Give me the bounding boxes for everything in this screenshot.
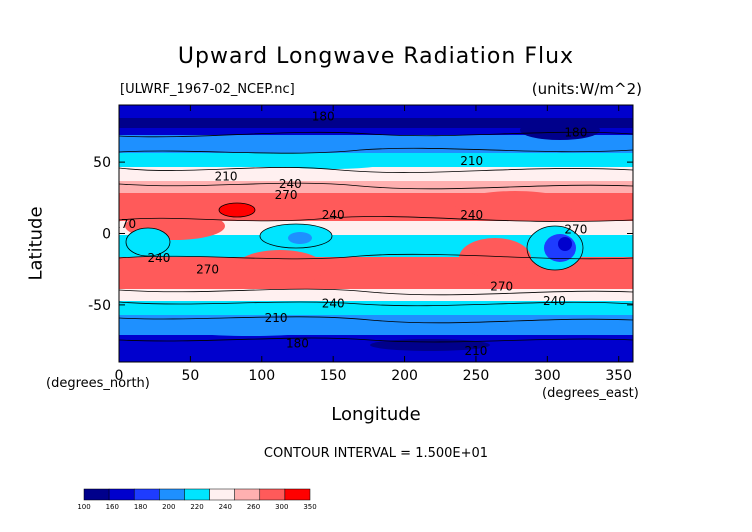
contour-line <box>119 147 633 154</box>
colorbar-label: 160 <box>106 503 119 511</box>
colorbar-segment <box>234 488 261 501</box>
file-label: [ULWRF_1967-02_NCEP.nc] <box>120 82 295 97</box>
feature-cyan-north-mid <box>270 155 390 169</box>
contour-label: 180 <box>286 337 309 351</box>
colorbar-label: 180 <box>134 503 147 511</box>
feature-dark-amazon <box>558 237 572 251</box>
contour-label: 270 <box>564 223 587 237</box>
contour-line <box>119 301 633 307</box>
colorbar-segment <box>108 488 135 501</box>
contour-interval: CONTOUR INTERVAL = 1.500E+01 <box>263 446 489 461</box>
y-tick-label: -50 <box>88 298 111 314</box>
contour-line <box>259 223 333 249</box>
contour-label: 270 <box>490 280 513 294</box>
contour-line <box>119 182 633 190</box>
feature-blue-indonesia <box>288 232 312 244</box>
colorbar-label: 200 <box>162 503 175 511</box>
colorbar-segment <box>284 488 311 501</box>
contour-label: 240 <box>322 208 345 222</box>
colorbar-segment <box>209 488 235 501</box>
colorbar-label: 100 <box>77 503 90 511</box>
contour-label: 210 <box>464 344 487 358</box>
contour-label: 210 <box>460 154 483 168</box>
contour-line <box>119 253 633 260</box>
x-tick-label: 350 <box>605 368 632 384</box>
x-tick-label: 200 <box>391 368 418 384</box>
colorbar-segment <box>259 488 286 501</box>
x-tick-label: 100 <box>248 368 275 384</box>
contour-label: 270 <box>275 188 298 202</box>
units-label: (units:W/m^2) <box>531 80 642 98</box>
feature-red-east-south <box>459 238 531 278</box>
band-mid-north <box>119 135 633 153</box>
band-polar-north-dark <box>119 118 633 128</box>
colorbar-segment <box>184 488 210 501</box>
x-axis-label: Longitude <box>331 404 421 425</box>
x-tick-label: 50 <box>181 368 199 384</box>
colorbar-label: 300 <box>275 503 288 511</box>
contour-label: 240 <box>543 294 566 308</box>
contour-label: 180 <box>564 125 587 139</box>
contour-labels: 1801802102102402702402702402702402702702… <box>113 110 587 358</box>
contour-line <box>119 167 633 173</box>
colorbar-label: 220 <box>190 503 203 511</box>
contour-label: 270 <box>196 262 219 276</box>
band-equator <box>119 221 633 235</box>
colorbar: 100 160 180 200 220 240 260 300 350 <box>77 488 317 511</box>
colorbar-segment <box>159 488 185 501</box>
contour-label: 240 <box>279 177 302 191</box>
contour-line <box>125 227 171 257</box>
feature-red-australia <box>235 250 325 286</box>
contour-label: 210 <box>215 170 238 184</box>
y-tick-label: 0 <box>102 227 111 243</box>
contour-label: 270 <box>113 217 136 231</box>
x-tick-label: 300 <box>534 368 561 384</box>
contour-label: 210 <box>265 311 288 325</box>
feature-mid-south <box>170 320 330 336</box>
colorbar-label: 260 <box>247 503 260 511</box>
contour-label: 240 <box>148 251 171 265</box>
contour-line <box>119 131 633 138</box>
band-white-north <box>119 167 633 181</box>
colorbar-label: 350 <box>303 503 316 511</box>
feature-dark-north-east <box>520 120 600 140</box>
colorbar-segment <box>83 488 110 501</box>
contour-line <box>119 337 633 343</box>
contour-line <box>119 216 633 222</box>
feature-red-east-north <box>455 191 575 219</box>
band-white-south <box>119 289 633 301</box>
contour-line <box>526 225 584 271</box>
x-tick-label: 150 <box>320 368 347 384</box>
contour-label: 180 <box>312 110 335 124</box>
x-axis-ticks: 0 50 100 150 200 250 300 350 <box>115 105 632 384</box>
x-units-east: (degrees_east) <box>542 386 639 401</box>
chart-title: Upward Longwave Radiation Flux <box>177 44 575 69</box>
feature-cyan-africa <box>126 228 170 256</box>
contour-label: 240 <box>322 297 345 311</box>
plot-area: 1801802102102402702402702402702402702702… <box>113 105 633 362</box>
contour-line <box>119 288 633 296</box>
contour-line <box>218 202 256 218</box>
x-units-north: (degrees_north) <box>46 376 150 391</box>
contour-line <box>119 316 633 324</box>
colorbar-segment <box>133 488 160 501</box>
band-cyan-south <box>119 301 633 315</box>
contour-label: 240 <box>460 208 483 222</box>
x-tick-label: 0 <box>115 368 124 384</box>
y-tick-label: 50 <box>93 155 111 171</box>
y-axis-ticks: -50 0 50 <box>88 155 633 314</box>
x-tick-label: 250 <box>463 368 490 384</box>
colorbar-label: 240 <box>219 503 232 511</box>
feature-red-max <box>219 203 255 217</box>
